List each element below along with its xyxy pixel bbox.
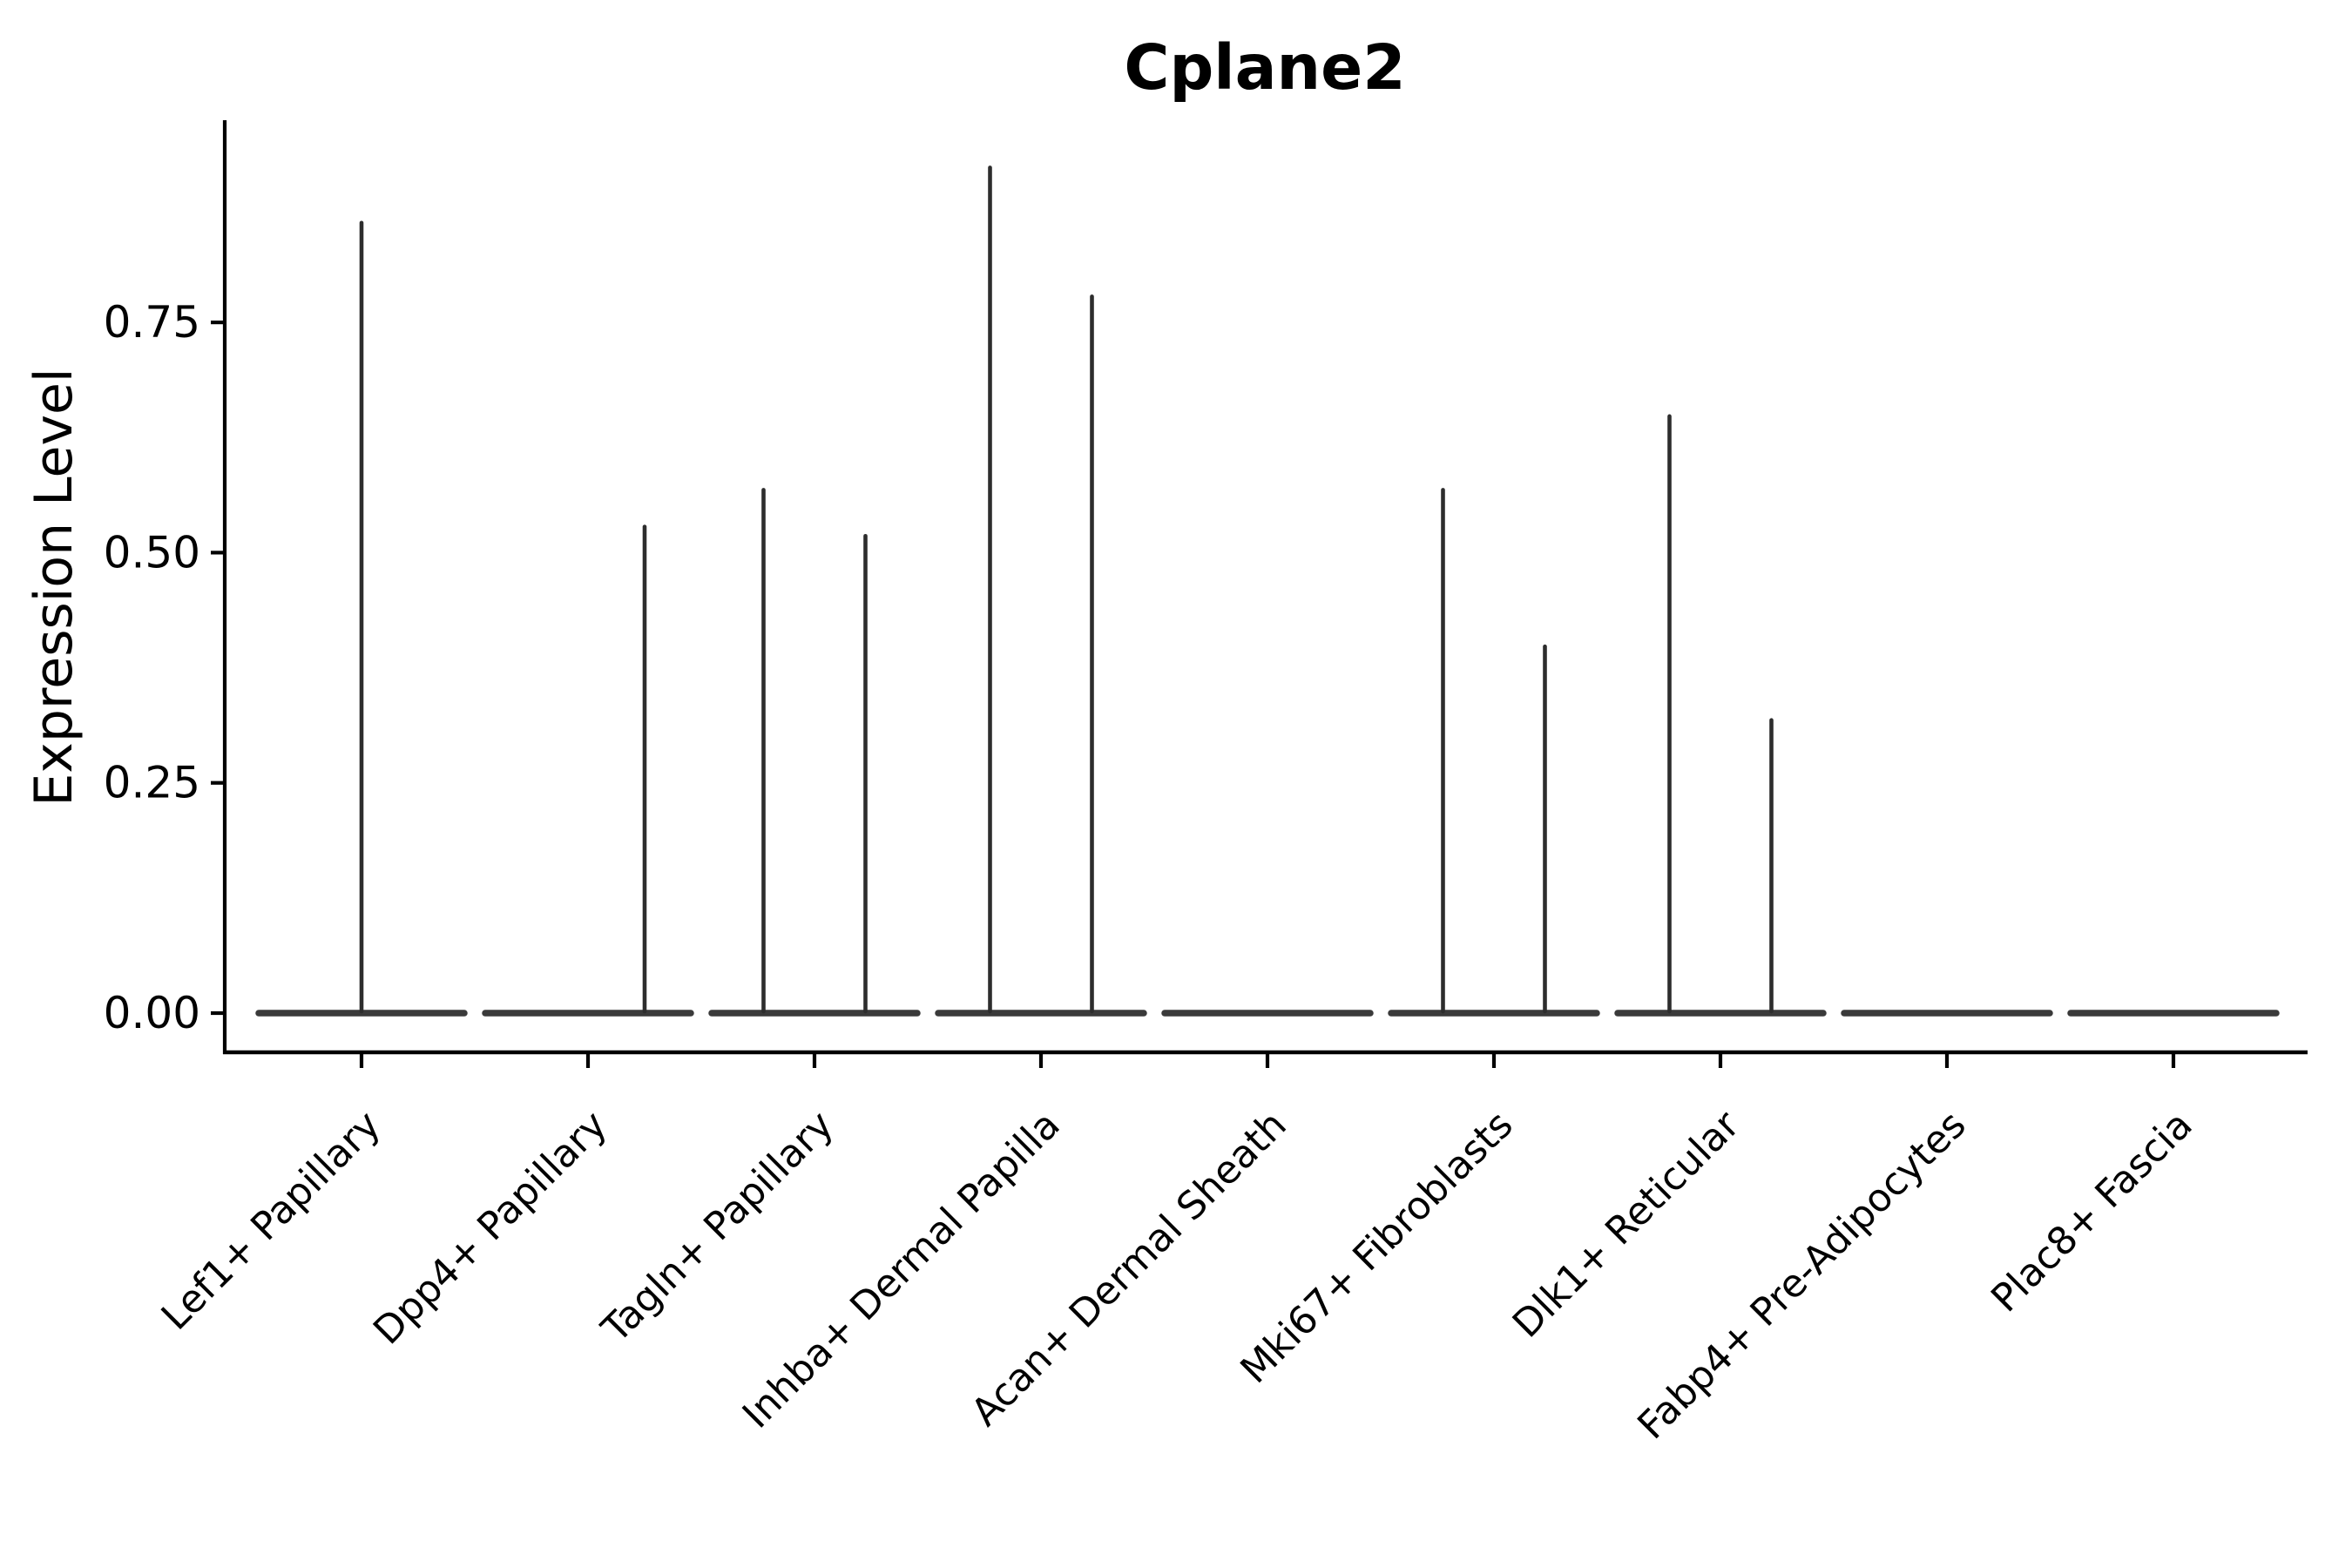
violin [255, 220, 468, 1017]
violin [1388, 488, 1600, 1017]
x-tick-label: Dlk1+ Reticular [1504, 1102, 1749, 1347]
y-tick-label: 0.75 [104, 297, 200, 348]
y-axis-label: Expression Level [24, 368, 84, 806]
y-tick-label: 0.25 [104, 758, 200, 808]
x-tick-label: Dpp4+ Papillary [365, 1103, 616, 1354]
y-tick-label: 0.00 [104, 988, 200, 1038]
violins-layer [255, 166, 2280, 1017]
violin [708, 488, 921, 1017]
violin [1614, 414, 1827, 1017]
violin [482, 524, 694, 1017]
x-tick-label: Tagln+ Papillary [593, 1103, 842, 1352]
x-tick-label: Lef1+ Papillary [153, 1103, 389, 1339]
x-tick-label: Plac8+ Fascia [1983, 1103, 2201, 1321]
y-axis-ticks: 0.00 0.25 0.50 0.75 [104, 297, 225, 1038]
y-tick-label: 0.50 [104, 527, 200, 578]
chart-title: Cplane2 [1124, 31, 1405, 104]
violin [935, 166, 1147, 1017]
